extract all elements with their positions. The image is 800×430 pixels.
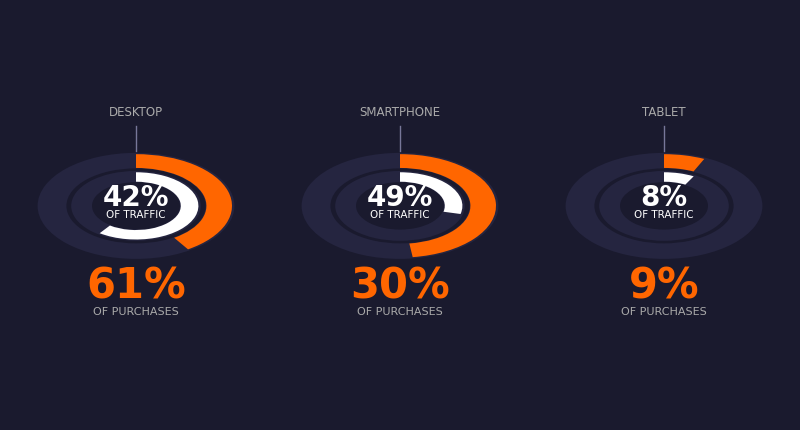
Wedge shape [136, 155, 232, 250]
Wedge shape [335, 172, 465, 241]
Wedge shape [566, 154, 762, 259]
Text: OF TRAFFIC: OF TRAFFIC [370, 209, 430, 219]
Wedge shape [302, 154, 498, 259]
Text: OF TRAFFIC: OF TRAFFIC [106, 209, 166, 219]
Wedge shape [400, 155, 496, 258]
Text: 49%: 49% [367, 184, 433, 212]
Text: 61%: 61% [86, 265, 186, 307]
Text: 8%: 8% [641, 184, 687, 212]
Text: 30%: 30% [350, 265, 450, 307]
Text: OF PURCHASES: OF PURCHASES [357, 307, 443, 317]
Wedge shape [400, 173, 462, 215]
Wedge shape [38, 154, 234, 259]
Text: DESKTOP: DESKTOP [109, 105, 163, 118]
Text: 42%: 42% [102, 184, 170, 212]
Wedge shape [664, 173, 694, 185]
Text: OF PURCHASES: OF PURCHASES [621, 307, 707, 317]
Wedge shape [71, 172, 201, 241]
Wedge shape [599, 172, 729, 241]
Text: TABLET: TABLET [642, 105, 686, 118]
Text: SMARTPHONE: SMARTPHONE [359, 105, 441, 118]
Wedge shape [100, 173, 198, 240]
Text: 9%: 9% [629, 265, 699, 307]
Text: OF PURCHASES: OF PURCHASES [93, 307, 179, 317]
Wedge shape [664, 155, 704, 172]
Text: OF TRAFFIC: OF TRAFFIC [634, 209, 694, 219]
